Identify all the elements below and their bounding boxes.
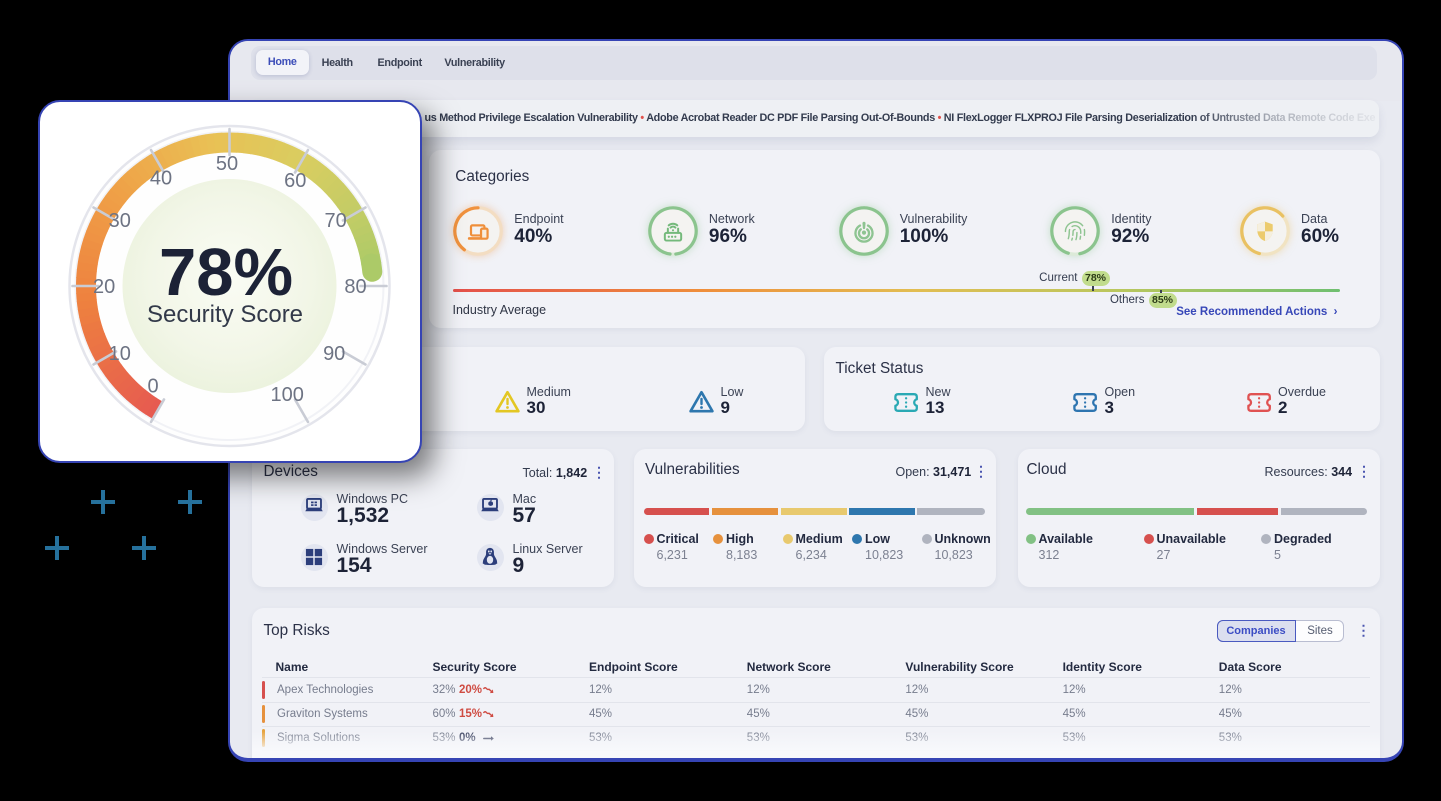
svg-text:60: 60: [284, 170, 306, 192]
svg-text:100: 100: [271, 384, 304, 406]
svg-text:30: 30: [109, 210, 131, 232]
svg-text:50: 50: [216, 153, 238, 175]
svg-text:20: 20: [93, 276, 115, 298]
svg-text:10: 10: [109, 343, 131, 365]
svg-text:78%: 78%: [159, 235, 293, 310]
svg-text:90: 90: [323, 343, 345, 365]
svg-text:70: 70: [324, 210, 346, 232]
svg-text:40: 40: [150, 167, 172, 189]
svg-text:0: 0: [147, 376, 158, 398]
svg-text:80: 80: [344, 276, 366, 298]
svg-text:Security Score: Security Score: [147, 301, 303, 328]
